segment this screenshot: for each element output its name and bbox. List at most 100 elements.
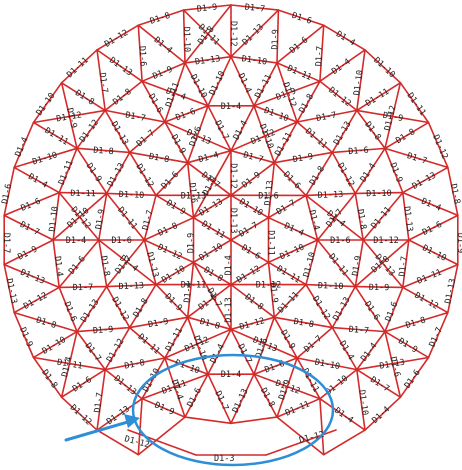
grid-member-line: [253, 105, 298, 123]
member-label: D1-4: [209, 342, 227, 365]
grid-member-line: [192, 239, 232, 264]
grid-member-line: [128, 151, 157, 197]
grid-member-line: [401, 191, 459, 217]
grid-member-line: [52, 239, 61, 289]
grid-member-line: [273, 316, 334, 329]
member-label: D1-8: [362, 120, 382, 142]
member-label: D1-11: [416, 268, 443, 287]
member-label: D1-7: [212, 390, 230, 413]
bottom-chord-label: D1-3: [214, 454, 234, 464]
grid-member-line: [104, 109, 166, 123]
member-label: D1-4: [221, 102, 241, 112]
member-label: D1-10: [366, 189, 392, 199]
member-label: D1-7: [242, 150, 264, 165]
member-label: D1-7: [97, 72, 110, 94]
member-label: D1-4: [66, 236, 86, 246]
grid-member-line: [186, 316, 232, 331]
member-label: D1-13: [4, 278, 19, 305]
grid-member-line: [355, 109, 430, 124]
grid-member-line: [13, 121, 35, 169]
grid-member-line: [13, 166, 61, 194]
grid-member-line: [331, 147, 386, 154]
member-label: D1-9: [196, 3, 217, 15]
member-label: D1-6: [258, 191, 278, 201]
grid-member-line: [276, 62, 321, 83]
grid-member-line: [128, 121, 166, 154]
member-label: D1-9: [16, 244, 39, 262]
member-label: D1-8: [355, 208, 368, 230]
member-label: D1-9: [351, 255, 364, 277]
member-label: D1-13: [19, 268, 46, 287]
grid-member-line: [96, 49, 106, 112]
grid-member-line: [253, 62, 278, 107]
grid-member-line: [230, 9, 280, 58]
grid-member-line: [128, 283, 157, 329]
grid-member-line: [331, 285, 357, 329]
member-label: D1-7: [398, 256, 411, 278]
grid-member-line: [186, 261, 195, 319]
grid-member-line: [427, 121, 449, 169]
grid-member-line: [184, 62, 209, 107]
member-label: D1-13: [228, 208, 238, 234]
member-label: D1-9: [84, 161, 104, 184]
member-label: D1-4: [337, 339, 356, 362]
grid-member-line: [105, 239, 146, 288]
grid-member-line: [207, 105, 232, 152]
grid-member-line: [319, 368, 358, 400]
member-label: D1-11: [253, 73, 274, 100]
member-label: D1-11: [200, 219, 227, 241]
member-label: D1-13: [118, 281, 144, 292]
grid-member-line: [230, 316, 276, 331]
grid-member-line: [184, 416, 232, 425]
member-label: D1-11: [303, 127, 329, 151]
member-label: D1-11: [405, 91, 428, 118]
grid-member-line: [3, 239, 55, 266]
grid-member-line: [186, 105, 209, 164]
grid-member-line: [305, 194, 319, 241]
grid-member-line: [137, 397, 143, 456]
grid-member-line: [355, 368, 402, 399]
grid-member-line: [273, 151, 334, 164]
grid-member-line: [104, 326, 131, 371]
member-label: D1-4: [306, 209, 321, 231]
member-label: D1-8: [448, 183, 462, 205]
member-label: D1-6: [185, 386, 204, 409]
grid-member-line: [384, 147, 449, 169]
grid-member-line: [354, 239, 365, 288]
member-label: D1-7: [348, 325, 369, 337]
grid-member-line: [186, 161, 232, 197]
grid-member-line: [164, 357, 209, 376]
member-label: D1-13: [401, 206, 414, 233]
grid-member-line: [76, 147, 131, 154]
grid-member-line: [182, 9, 232, 58]
grid-member-line: [143, 239, 195, 264]
grid-member-line: [319, 80, 358, 112]
member-label: D1-11: [115, 205, 139, 231]
member-label: D1-13: [263, 180, 276, 206]
member-label: D1-11: [266, 230, 276, 256]
member-label: D1-8: [93, 146, 114, 158]
member-label: D1-12: [239, 316, 266, 332]
grid-member-line: [230, 55, 278, 64]
grid-member-line: [58, 191, 100, 241]
grid-member-line: [305, 283, 334, 329]
grid-member-line: [267, 194, 307, 219]
grid-member-line: [296, 121, 334, 154]
member-label: D1-12: [105, 337, 127, 364]
member-label: D1-4: [224, 255, 234, 275]
grid-member-line: [267, 161, 276, 219]
grid-member-line: [230, 216, 270, 241]
member-label: D1-11: [364, 87, 391, 109]
grid-member-line: [155, 261, 195, 286]
member-label: D1-7: [212, 119, 230, 142]
member-label: D1-9: [151, 65, 174, 82]
member-label: D1-9: [147, 317, 169, 330]
member-label: D1-4: [221, 370, 241, 380]
grid-member-line: [32, 356, 63, 399]
grid-member-line: [253, 316, 276, 376]
member-label: D1-6: [362, 300, 382, 323]
grid-member-line: [13, 311, 35, 359]
grid-member-line: [230, 373, 255, 425]
grid-member-line: [192, 261, 232, 286]
